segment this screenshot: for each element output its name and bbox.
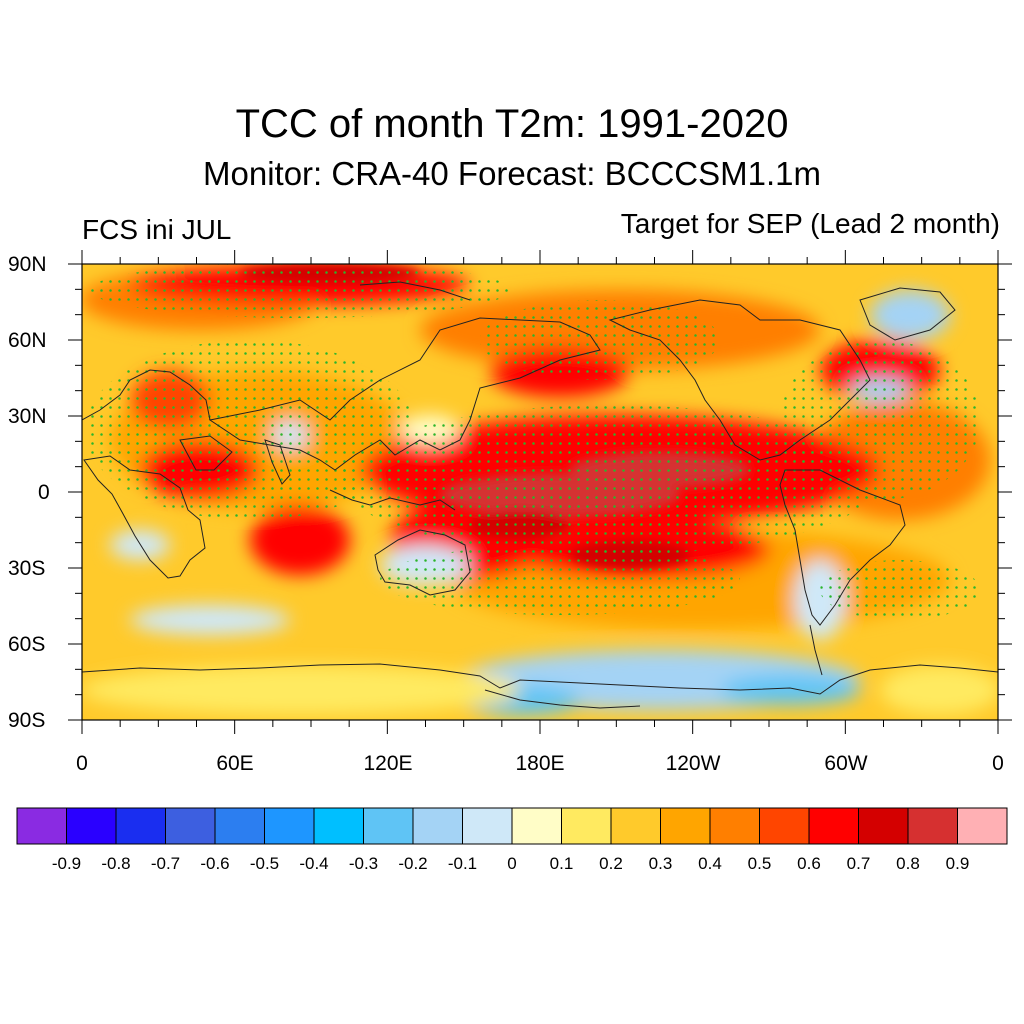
lat-label-90s: 90S bbox=[8, 709, 46, 732]
lon-label-60e: 60E bbox=[216, 752, 254, 775]
colorbar-swatch bbox=[264, 807, 315, 845]
significance-stippling bbox=[85, 264, 980, 620]
colorbar-tick-label: -0.1 bbox=[447, 854, 478, 873]
arctic-islands-coast bbox=[359, 281, 471, 301]
asia-coast bbox=[208, 317, 601, 471]
south-america-coast bbox=[779, 469, 906, 626]
europe-coast bbox=[82, 369, 211, 421]
colorbar-tick-label: 0.4 bbox=[698, 854, 722, 873]
lon-label-180e: 180E bbox=[515, 752, 565, 775]
colorbar-swatch bbox=[363, 807, 414, 845]
colorbar-swatch bbox=[165, 807, 216, 845]
colorbar-swatch bbox=[709, 807, 760, 845]
colorbar-swatch bbox=[907, 807, 958, 845]
chart-title: TCC of month T2m: 1991-2020 bbox=[235, 102, 789, 146]
colorbar-swatch bbox=[16, 807, 67, 845]
colorbar-tick-label: 0.7 bbox=[846, 854, 871, 873]
lat-label-30n: 30N bbox=[8, 405, 47, 428]
colorbar-swatch bbox=[214, 807, 265, 845]
india-coast bbox=[264, 439, 291, 485]
map-field bbox=[82, 264, 998, 720]
colorbar-tick-label: -0.7 bbox=[150, 854, 181, 873]
ross-sea-coast bbox=[484, 689, 641, 709]
colorbar-swatch bbox=[412, 807, 463, 845]
lon-label-0: 0 bbox=[76, 752, 88, 775]
colorbar-swatch bbox=[115, 807, 166, 845]
colorbar-swatch bbox=[66, 807, 117, 845]
axis-ticks bbox=[68, 250, 1012, 734]
colorbar-tick-label: -0.2 bbox=[398, 854, 428, 873]
chart-subtitle: Monitor: CRA-40 Forecast: BCCCSM1.1m bbox=[203, 155, 821, 192]
lat-label-60n: 60N bbox=[8, 329, 47, 352]
colorbar-swatch bbox=[610, 807, 661, 845]
colorbar-swatch bbox=[808, 807, 859, 845]
lat-label-equator: 0 bbox=[38, 481, 50, 504]
colorbar-swatch bbox=[759, 807, 810, 845]
colorbar-swatch bbox=[462, 807, 513, 845]
coastlines bbox=[82, 281, 998, 709]
colorbar bbox=[16, 807, 1008, 845]
colorbar-tick-label: 0.6 bbox=[797, 854, 821, 873]
colorbar-swatch bbox=[313, 807, 364, 845]
lon-label-120w: 120W bbox=[665, 752, 721, 775]
colorbar-swatch bbox=[858, 807, 909, 845]
colorbar-tick-label: -0.6 bbox=[200, 854, 230, 873]
colorbar-tick-label: -0.8 bbox=[101, 854, 131, 873]
tcc-map bbox=[68, 250, 1012, 734]
lat-label-30s: 30S bbox=[8, 557, 46, 580]
lat-label-90n: 90N bbox=[8, 253, 47, 276]
lon-label-120e: 120E bbox=[363, 752, 413, 775]
colorbar-tick-label: 0.5 bbox=[747, 854, 772, 873]
colorbar-tick-label: 0.1 bbox=[549, 854, 574, 873]
colorbar-tick-label: 0.2 bbox=[599, 854, 623, 873]
target-label: Target for SEP (Lead 2 month) bbox=[620, 208, 1000, 239]
colorbar-tick-label: -0.5 bbox=[249, 854, 280, 873]
north-america-coast bbox=[608, 299, 871, 461]
colorbar-tick-label: -0.3 bbox=[348, 854, 379, 873]
colorbar-tick-label: 0 bbox=[507, 854, 517, 873]
lon-label-60w: 60W bbox=[824, 752, 868, 775]
greenland-coast bbox=[859, 287, 956, 341]
colorbar-tick-label: 0.9 bbox=[945, 854, 970, 873]
lon-label-0-end: 0 bbox=[992, 752, 1004, 775]
antarctica-coast bbox=[82, 663, 998, 695]
colorbar-tick-label: 0.3 bbox=[648, 854, 673, 873]
colorbar-swatch bbox=[660, 807, 711, 845]
arabia-coast bbox=[179, 435, 233, 471]
colorbar-swatch bbox=[561, 807, 612, 845]
maritime-continent-coast bbox=[329, 489, 456, 511]
colorbar-tick-label: 0.8 bbox=[896, 854, 920, 873]
colorbar-tick-label: -0.4 bbox=[299, 854, 329, 873]
initialization-label: FCS ini JUL bbox=[82, 214, 232, 245]
colorbar-swatch bbox=[511, 807, 562, 845]
antarctic-peninsula-coast bbox=[809, 624, 823, 676]
africa-coast bbox=[83, 455, 206, 579]
australia-coast bbox=[374, 529, 471, 596]
lat-label-60s: 60S bbox=[8, 633, 46, 656]
colorbar-swatch bbox=[957, 807, 1008, 845]
colorbar-tick-label: -0.9 bbox=[51, 854, 82, 873]
